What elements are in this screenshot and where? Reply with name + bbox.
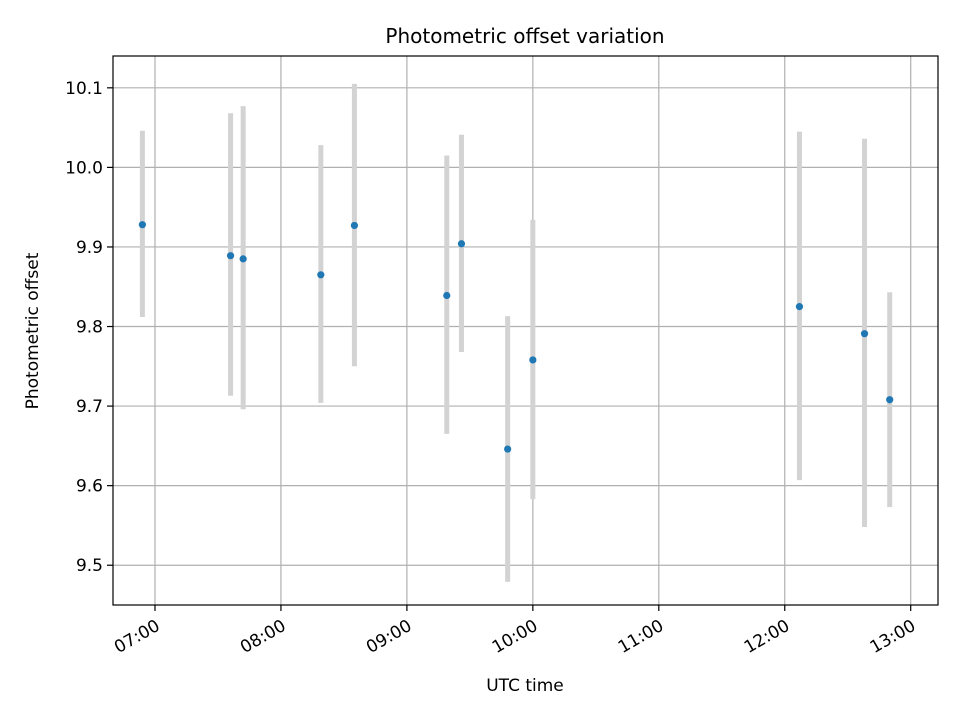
data-point bbox=[860, 330, 869, 338]
data-point bbox=[443, 291, 451, 300]
y-axis-label: Photometric offset bbox=[23, 252, 43, 409]
data-point bbox=[350, 221, 359, 230]
data-points bbox=[138, 221, 894, 453]
data-point bbox=[239, 255, 247, 263]
data-point bbox=[529, 356, 537, 364]
data-point bbox=[226, 252, 235, 260]
y-tick-label: 9.6 bbox=[76, 477, 103, 497]
y-tick-label: 9.7 bbox=[76, 397, 103, 417]
y-tick-label: 9.5 bbox=[76, 556, 103, 576]
y-tick-label: 9.9 bbox=[76, 238, 103, 258]
data-point bbox=[795, 303, 804, 311]
y-tick-label: 9.8 bbox=[76, 318, 103, 338]
data-point bbox=[504, 445, 512, 453]
data-point bbox=[886, 396, 894, 404]
y-tick-label: 10.0 bbox=[65, 158, 103, 178]
x-axis-label: UTC time bbox=[486, 676, 564, 696]
data-point bbox=[317, 271, 325, 279]
chart-title: Photometric offset variation bbox=[385, 24, 664, 48]
plot-frame bbox=[112, 55, 939, 606]
data-point bbox=[138, 221, 146, 229]
y-axis-ticks: 9.5 9.6 9.7 9.8 9.9 10.0 10.1 bbox=[65, 79, 113, 576]
y-tick-label: 10.1 bbox=[65, 79, 103, 99]
data-point bbox=[457, 240, 466, 248]
